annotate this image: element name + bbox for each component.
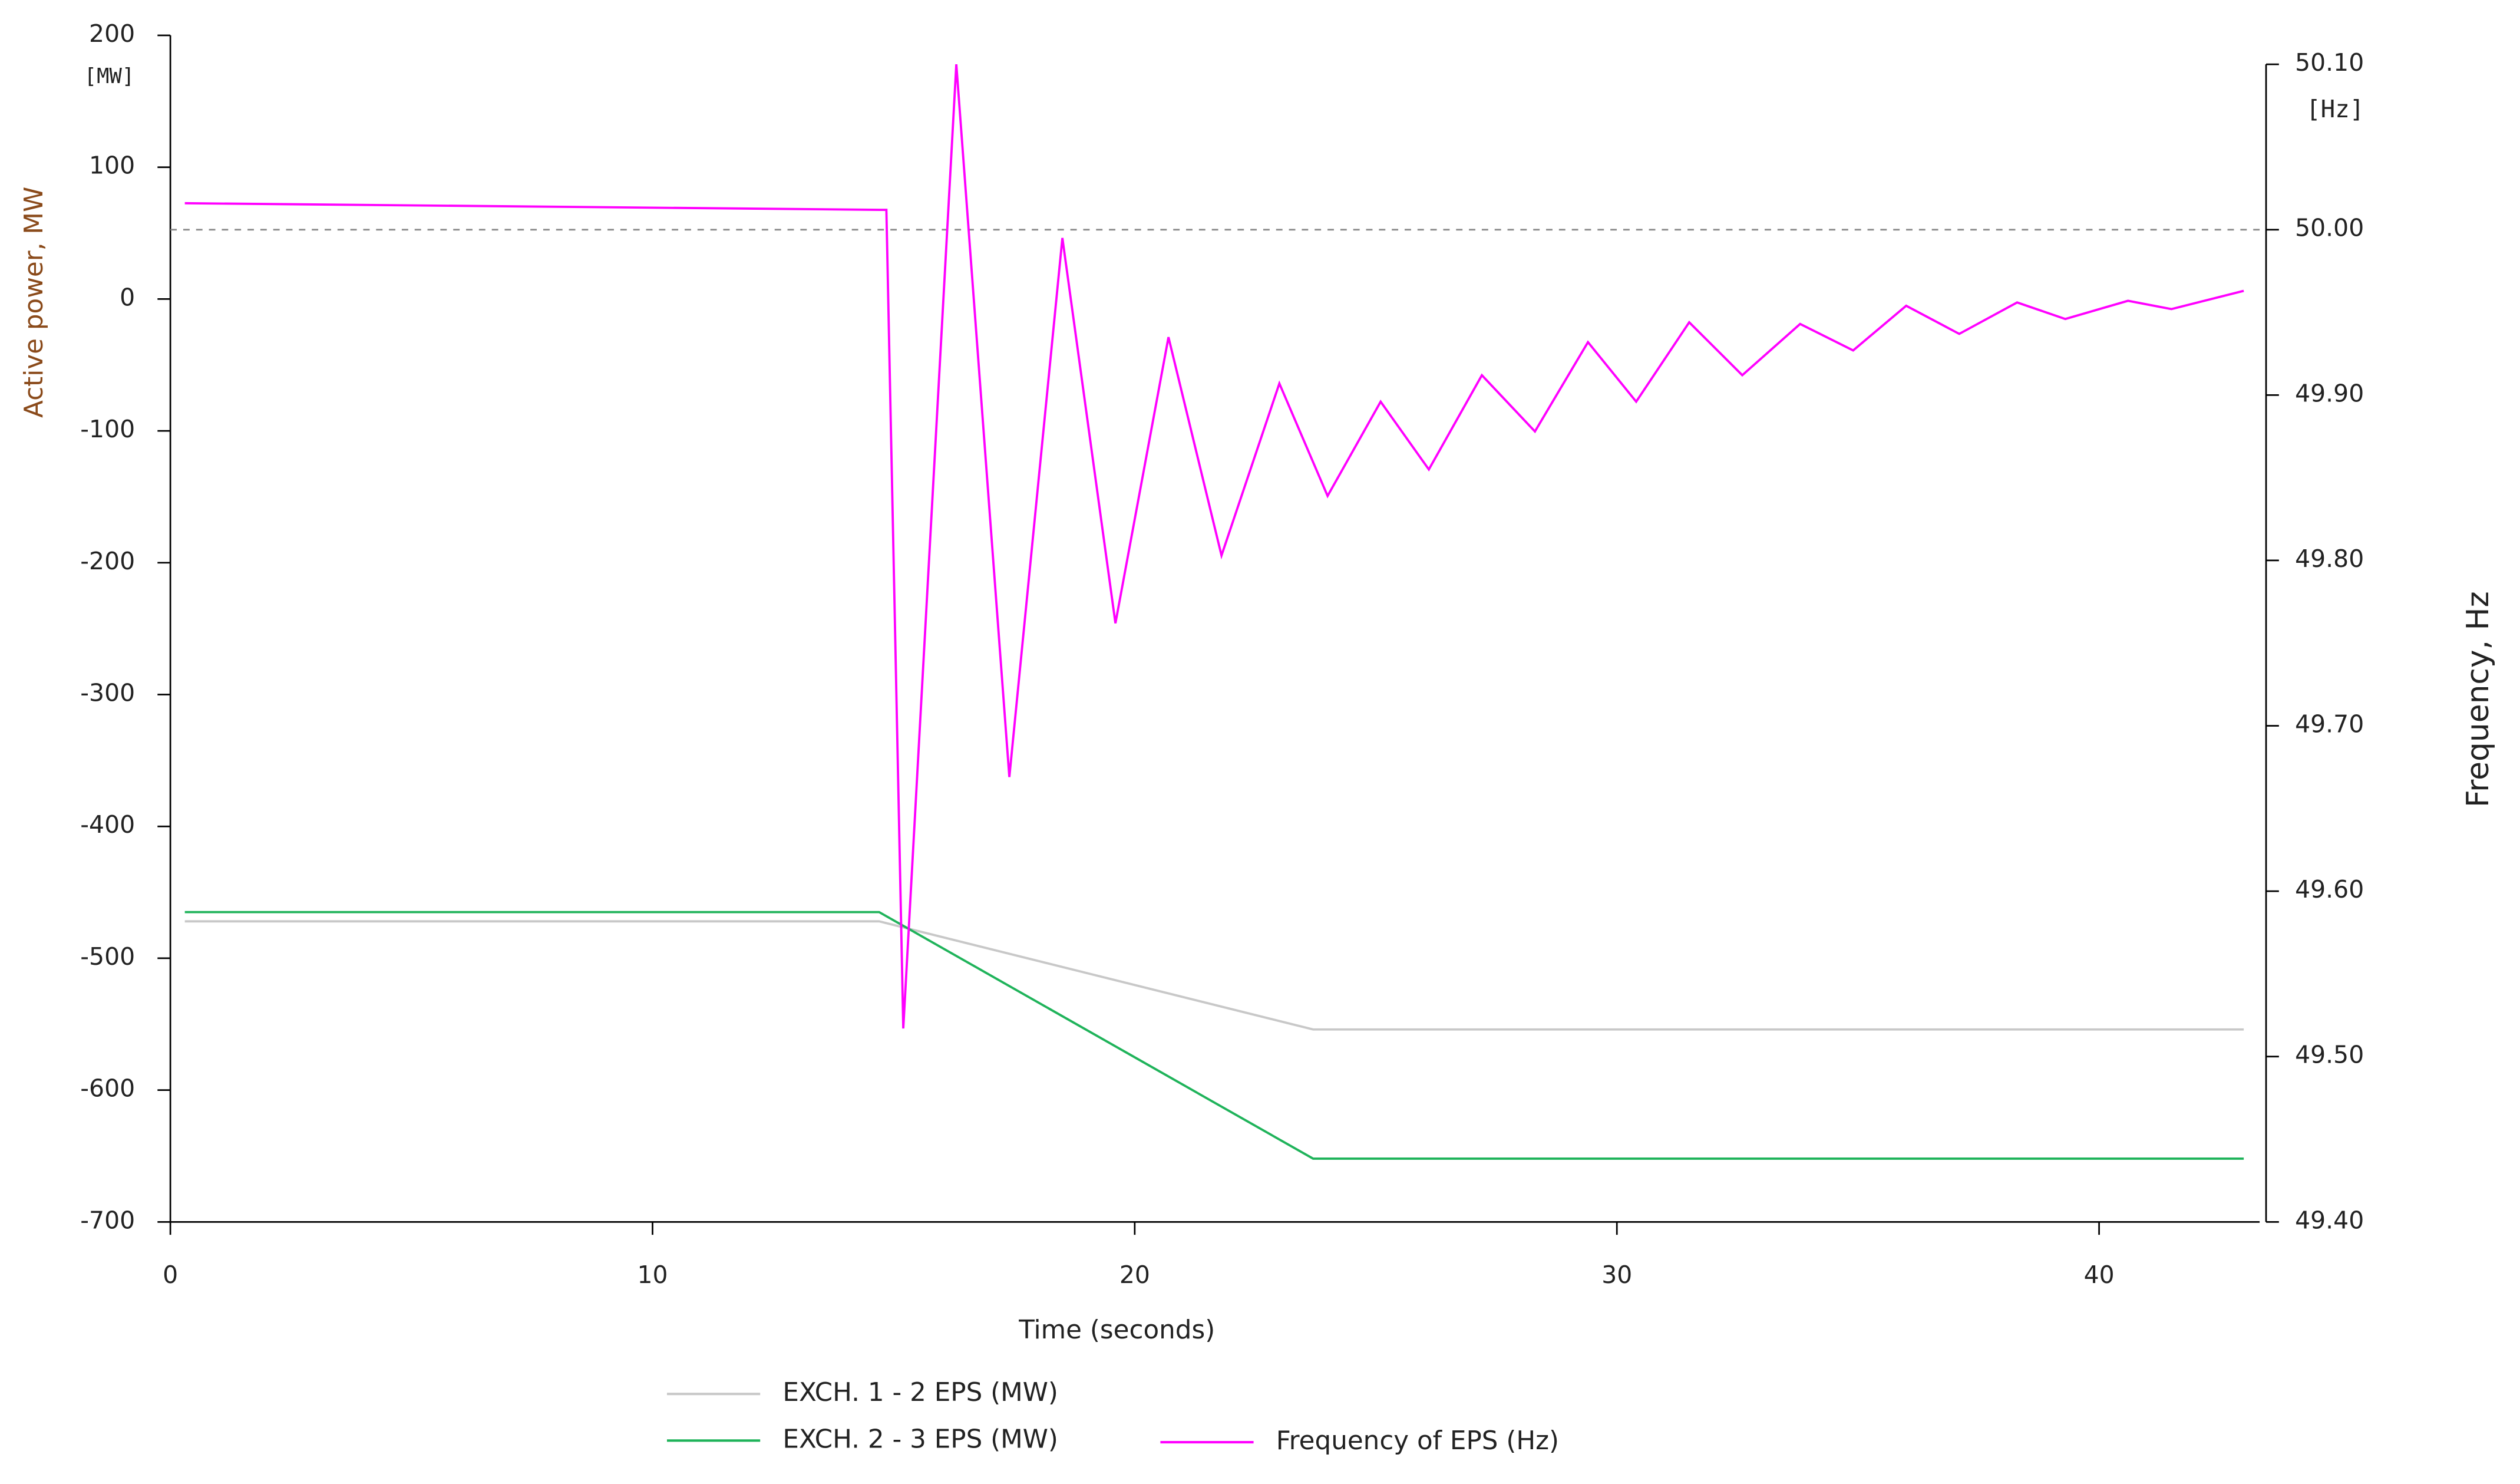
y-tick-label: -400 [80, 810, 135, 839]
legend-label: EXCH. 2 - 3 EPS (MW) [782, 1424, 1058, 1454]
x-tick-label: 40 [2084, 1261, 2115, 1289]
y-tick-label: -300 [80, 679, 135, 707]
series-line [184, 920, 2244, 1031]
y2-tick-label: 50.10 [2295, 48, 2364, 77]
y2-unit: [Hz] [2306, 95, 2364, 123]
x-tick-label: 0 [163, 1261, 178, 1289]
y2-tick-label: 49.40 [2295, 1206, 2364, 1234]
y2-tick-label: 49.60 [2295, 875, 2364, 903]
x-tick-label: 20 [1119, 1261, 1150, 1289]
y-unit: [MW] [84, 64, 134, 88]
x-axis-label: Time (seconds) [1018, 1315, 1215, 1345]
y2-tick-label: 50.00 [2295, 214, 2364, 242]
y-axis-label: Active power, MW [19, 187, 49, 418]
series-line [184, 64, 2244, 1029]
series-line [184, 911, 2244, 1160]
y-tick-label: -600 [80, 1074, 135, 1103]
y-tick-label: -100 [80, 415, 135, 443]
legend-label: EXCH. 1 - 2 EPS (MW) [782, 1377, 1058, 1407]
y-tick-label: 100 [89, 151, 135, 180]
y2-axis-label: Frequency, Hz [2460, 591, 2496, 807]
y2-tick-label: 49.80 [2295, 545, 2364, 573]
y-tick-label: 0 [120, 283, 135, 311]
x-tick-label: 30 [1601, 1261, 1632, 1289]
y-tick-label: -200 [80, 547, 135, 575]
y2-tick-label: 49.70 [2295, 710, 2364, 738]
legend-label: Frequency of EPS (Hz) [1276, 1426, 1559, 1456]
x-tick-label: 10 [637, 1261, 668, 1289]
y2-tick-label: 49.90 [2295, 379, 2364, 407]
y2-tick-label: 49.50 [2295, 1041, 2364, 1069]
y-tick-label: -500 [80, 942, 135, 971]
y-tick-label: -700 [80, 1206, 135, 1234]
y-tick-label: 200 [89, 19, 135, 48]
